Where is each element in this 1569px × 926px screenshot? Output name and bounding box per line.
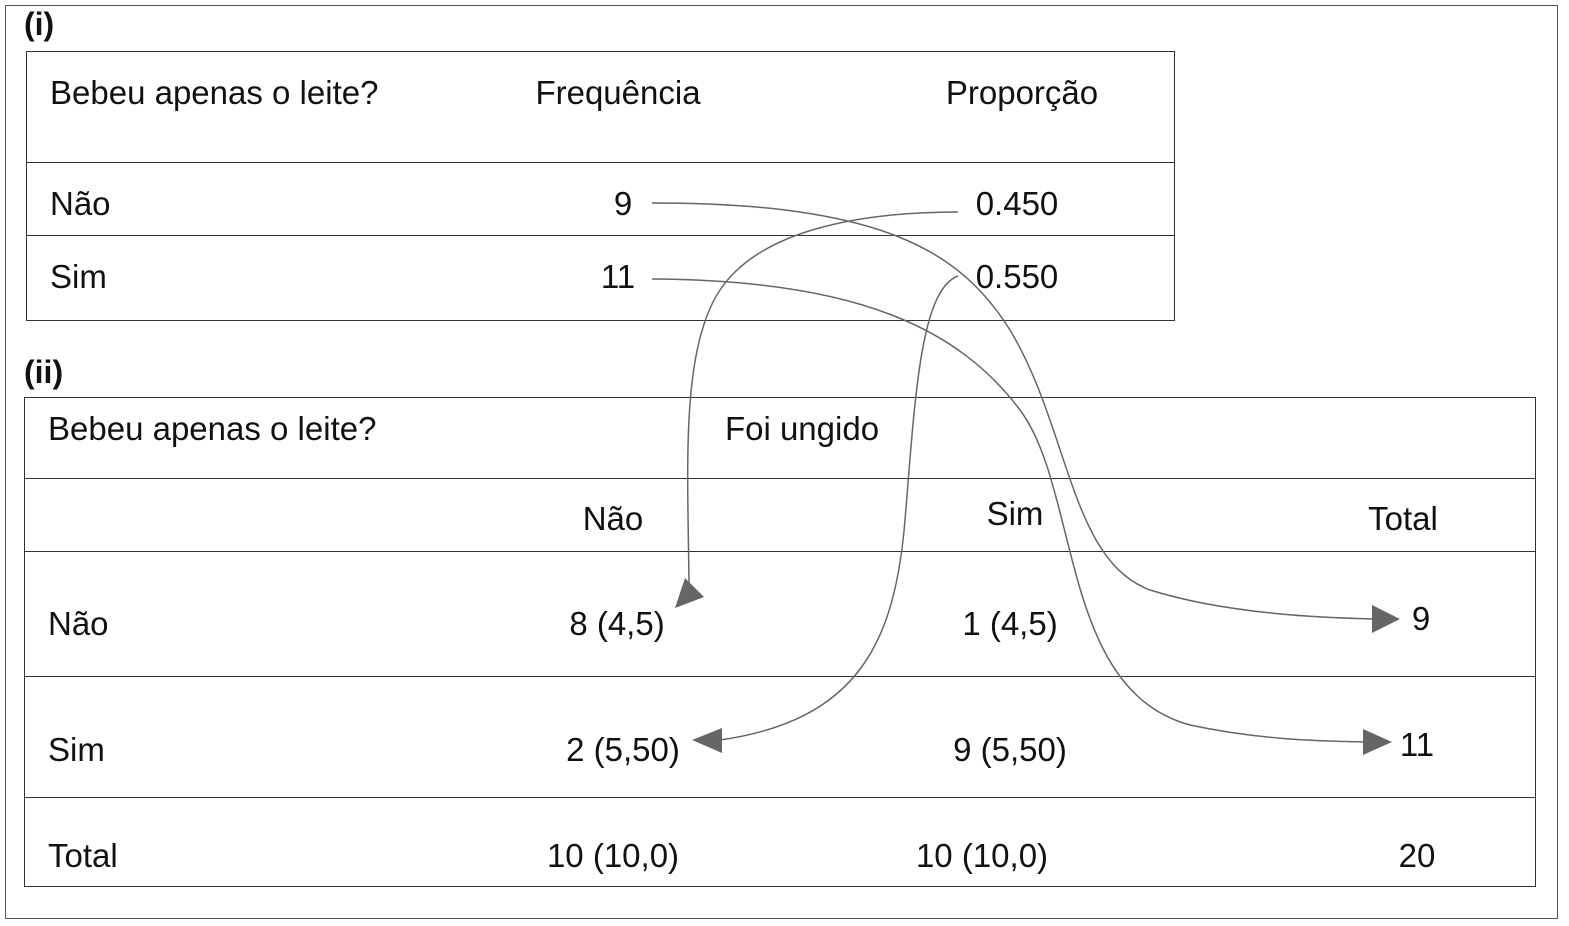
divider: [25, 478, 1535, 479]
freq-row-proportion: 0.450: [975, 185, 1059, 222]
figure-frame: [5, 5, 1558, 919]
cont-header-group: Foi ungido: [724, 410, 880, 447]
frequency-table: [26, 51, 1175, 321]
cont-cell-total: 9: [1411, 600, 1431, 637]
cont-cell-sim: 10 (10,0): [915, 837, 1049, 874]
freq-header-question: Bebeu apenas o leite?: [50, 74, 379, 111]
cont-subheader-nao: Não: [582, 500, 644, 537]
divider: [25, 797, 1535, 798]
cont-row-label: Sim: [48, 731, 105, 768]
divider: [27, 162, 1174, 163]
freq-row-label: Não: [50, 185, 111, 222]
cont-header-question: Bebeu apenas o leite?: [48, 410, 377, 447]
cont-subheader-total: Total: [1368, 500, 1438, 537]
cont-subheader-sim: Sim: [986, 495, 1044, 532]
cont-row-label: Não: [48, 605, 109, 642]
freq-row-frequency: 11: [600, 258, 636, 295]
freq-row-proportion: 0.550: [975, 258, 1059, 295]
divider: [25, 551, 1535, 552]
divider: [25, 676, 1535, 677]
cont-cell-total: 20: [1398, 837, 1436, 874]
contingency-table: [24, 397, 1536, 887]
panel-i-label: (i): [24, 6, 55, 42]
panel-ii-label: (ii): [24, 354, 64, 390]
freq-row-frequency: 9: [613, 185, 633, 222]
freq-header-frequency: Frequência: [535, 74, 701, 111]
cont-cell-nao: 8 (4,5): [569, 605, 665, 642]
cont-row-label: Total: [48, 837, 118, 874]
freq-row-label: Sim: [50, 258, 107, 295]
cont-cell-nao: 2 (5,50): [566, 731, 680, 768]
cont-cell-sim: 1 (4,5): [962, 605, 1058, 642]
cont-cell-total: 11: [1399, 726, 1435, 763]
freq-header-proportion: Proporção: [945, 74, 1099, 111]
cont-cell-nao: 10 (10,0): [546, 837, 680, 874]
divider: [27, 235, 1174, 236]
cont-cell-sim: 9 (5,50): [953, 731, 1067, 768]
